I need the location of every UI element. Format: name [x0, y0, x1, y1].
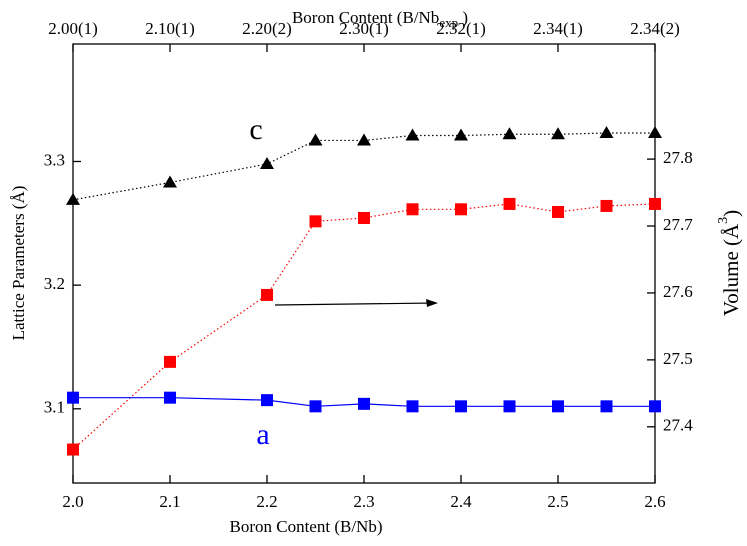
y2-tick-label: 27.8 — [663, 148, 693, 167]
x-tick-label: 2.5 — [547, 492, 568, 511]
marker — [163, 175, 177, 188]
marker — [309, 215, 322, 228]
marker — [600, 199, 613, 212]
marker — [649, 400, 661, 413]
marker — [260, 156, 274, 169]
x2-axis-title: Boron Content (B/Nbexp ) — [292, 8, 468, 30]
marker — [164, 391, 176, 404]
marker — [164, 355, 176, 368]
y-tick-label: 3.3 — [44, 150, 65, 169]
marker — [503, 400, 516, 413]
y2-title-main: Volume (Å — [719, 223, 743, 316]
y2-title-end: ) — [719, 210, 743, 217]
marker — [357, 133, 371, 146]
marker — [405, 128, 420, 141]
y-axis-title: Lattice Parameters (Å) — [9, 186, 28, 341]
marker — [649, 197, 661, 210]
marker — [552, 205, 564, 218]
plot-frame — [72, 43, 656, 484]
x2-tick-label: 2.34(2) — [630, 19, 680, 38]
x-tick-label: 2.3 — [353, 492, 374, 511]
x2-tick-label: 2.00(1) — [48, 19, 98, 38]
x-tick-label: 2.4 — [450, 492, 472, 511]
marker — [503, 197, 516, 210]
marker — [308, 133, 323, 146]
y2-axis-title: Volume (Å3) — [716, 210, 743, 316]
x2-title-sub: exp — [439, 15, 458, 30]
marker — [261, 394, 273, 407]
marker — [552, 400, 564, 413]
y2-title-sup: 3 — [716, 217, 731, 224]
marker — [67, 391, 79, 404]
x2-tick-label: 2.34(1) — [533, 19, 583, 38]
x2-tick-label: 2.20(2) — [242, 19, 292, 38]
marker — [648, 126, 662, 139]
x-tick-label: 2.6 — [644, 492, 665, 511]
x2-tick-label: 2.10(1) — [145, 19, 195, 38]
x-axis-title: Boron Content (B/Nb) — [230, 517, 383, 536]
series-line — [72, 203, 656, 450]
y2-tick-label: 27.7 — [663, 215, 693, 234]
marker — [67, 443, 79, 456]
x2-tick-label: 2.30(1) — [339, 19, 389, 38]
marker — [261, 288, 273, 301]
y-tick-label: 3.2 — [44, 274, 65, 293]
y2-tick-label: 27.4 — [663, 416, 693, 435]
marker — [358, 397, 370, 410]
annotation: a — [256, 418, 269, 451]
y2-tick-label: 27.5 — [663, 349, 693, 368]
marker — [455, 203, 467, 216]
marker — [358, 211, 370, 224]
marker — [309, 400, 322, 413]
arrowhead — [426, 299, 438, 307]
marker — [600, 400, 613, 413]
x-tick-label: 2.0 — [62, 492, 83, 511]
x2-title-end: ) — [458, 8, 468, 27]
arrow — [274, 302, 436, 306]
marker — [455, 400, 467, 413]
x-tick-label: 2.2 — [256, 492, 277, 511]
marker — [502, 127, 517, 140]
marker — [551, 127, 565, 140]
marker — [406, 203, 419, 216]
x-tick-label: 2.1 — [159, 492, 180, 511]
annotation: c — [249, 113, 262, 146]
x2-title-main: Boron Content (B/Nb — [292, 8, 439, 27]
marker — [454, 128, 468, 141]
marker — [406, 400, 419, 413]
y-tick-label: 3.1 — [44, 398, 65, 417]
marker — [599, 126, 614, 139]
x2-tick-label: 2.32(1) — [436, 19, 486, 38]
marker — [66, 192, 80, 205]
y2-tick-label: 27.6 — [663, 282, 693, 301]
